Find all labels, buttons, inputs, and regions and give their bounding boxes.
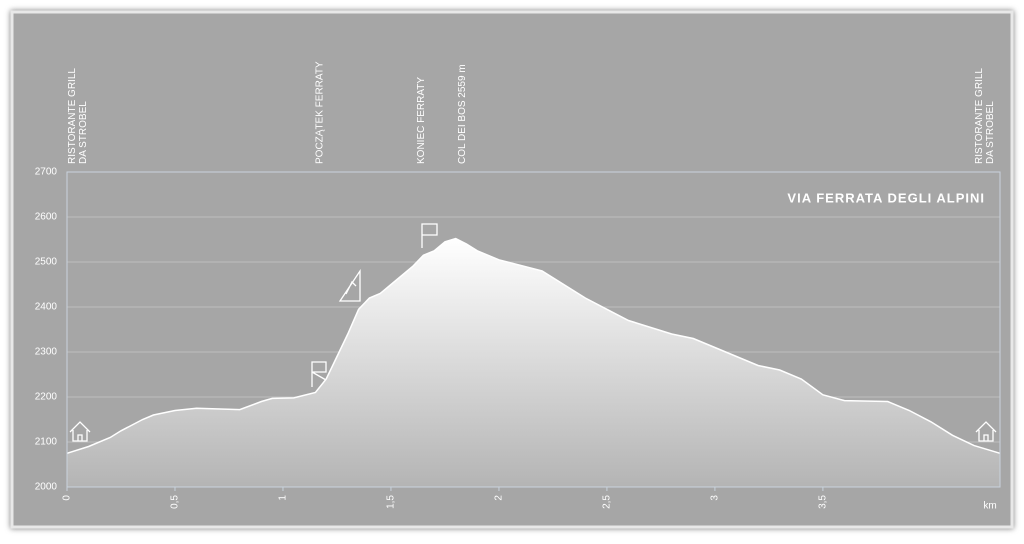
- flag-icon: [421, 223, 438, 248]
- chart-title: VIA FERRATA DEGLI ALPINI: [787, 190, 985, 205]
- y-tick-label: 2100: [35, 437, 58, 448]
- plot-frame: [66, 171, 1001, 488]
- y-tick-label: 2300: [35, 347, 58, 358]
- x-tick-label: 3: [710, 495, 721, 501]
- y-tick-label: 2400: [35, 302, 58, 313]
- y-tick-label: 2200: [35, 392, 58, 403]
- x-tick-label: 0: [62, 495, 73, 501]
- annotation-label: DA STROBEL: [78, 101, 89, 164]
- annotation-label: POCZĄTEK FERRATY: [314, 61, 325, 164]
- climber-icon: [338, 268, 361, 302]
- house-icon: [975, 421, 997, 442]
- y-tick-label: 2600: [35, 212, 58, 223]
- elevation-line: [66, 237, 1001, 455]
- y-tick-label: 2500: [35, 257, 58, 268]
- y-tick-label: 2700: [35, 167, 58, 178]
- x-tick-label: 3,5: [818, 495, 829, 509]
- x-tick-label: 2,5: [602, 495, 613, 509]
- x-axis-label: km: [983, 501, 996, 512]
- y-tick-label: 2000: [35, 482, 58, 493]
- flag-icon: [311, 361, 327, 387]
- x-tick-label: 1: [278, 495, 289, 501]
- x-tick-label: 2: [494, 495, 505, 501]
- x-tick-label: 1,5: [386, 495, 397, 509]
- x-tick-label: 0,5: [170, 495, 181, 509]
- annotation-label: COL DEI BOS 2559 m: [457, 64, 468, 164]
- annotation-label: DA STROBEL: [985, 101, 996, 164]
- annotation-label: RISTORANTE GRILL: [974, 68, 985, 164]
- house-icon: [69, 421, 91, 442]
- annotation-label: RISTORANTE GRILL: [67, 68, 78, 164]
- elevation-area: [67, 238, 1000, 487]
- annotation-label: KONIEC FERRATY: [416, 77, 427, 164]
